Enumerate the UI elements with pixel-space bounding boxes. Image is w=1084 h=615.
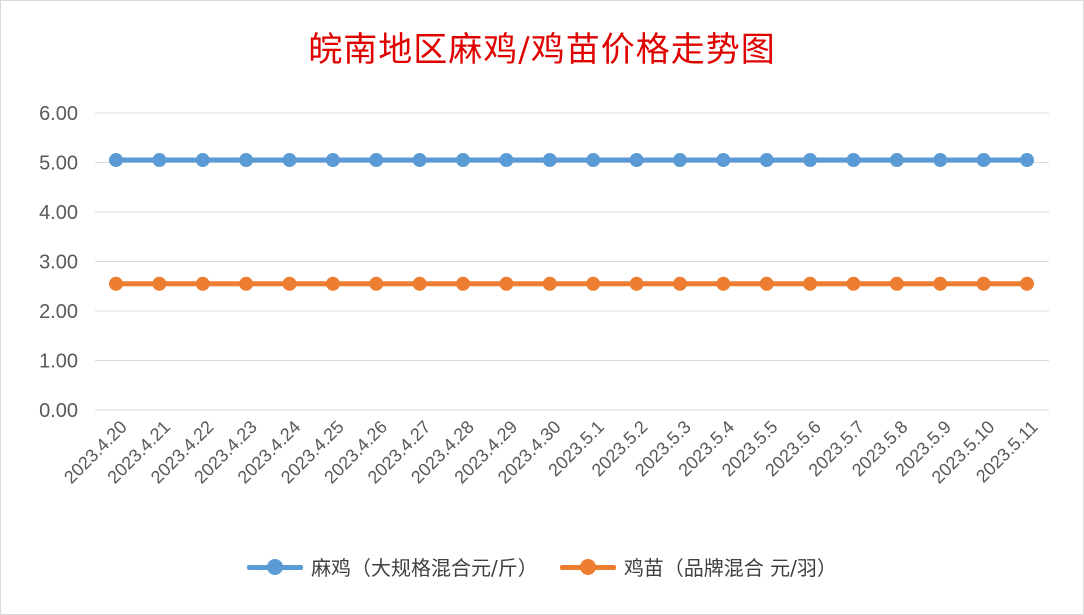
series-2-point-7: [412, 276, 427, 291]
y-tick-label-6: 6.00: [39, 103, 78, 125]
series-2-point-1: [152, 276, 167, 291]
series-2-point-18: [889, 276, 904, 291]
series-1-point-10: [542, 153, 557, 168]
series-1-point-9: [499, 153, 514, 168]
series-2-point-15: [759, 276, 774, 291]
series-2-point-19: [933, 276, 948, 291]
series-1-point-12: [629, 153, 644, 168]
legend-label-series-2: 鸡苗（品牌混合 元/羽）: [623, 556, 837, 580]
legend-marker-series-1: [247, 557, 304, 577]
series-1-point-2: [195, 153, 210, 168]
series-1-point-20: [976, 153, 991, 168]
series-1-point-3: [239, 153, 254, 168]
y-tick-label-3: 3.00: [39, 252, 78, 274]
series-1-point-8: [456, 153, 471, 168]
series-1-point-16: [803, 153, 818, 168]
series-1-point-1: [152, 153, 167, 168]
series-1-point-5: [325, 153, 340, 168]
y-tick-label-2: 2.00: [39, 301, 78, 323]
series-2-point-3: [239, 276, 254, 291]
series-1-point-18: [889, 153, 904, 168]
series-2-point-2: [195, 276, 210, 291]
series-2-point-4: [282, 276, 297, 291]
series-1-point-14: [716, 153, 731, 168]
series-2-point-8: [456, 276, 471, 291]
series-2-point-9: [499, 276, 514, 291]
series-2-point-6: [369, 276, 384, 291]
y-tick-label-4: 4.00: [39, 202, 78, 224]
series-1-point-4: [282, 153, 297, 168]
legend: 麻鸡（大规格混合元/斤） 鸡苗（品牌混合 元/羽）: [0, 552, 1084, 581]
y-tick-label-0: 0.00: [39, 400, 78, 422]
series-2-point-11: [586, 276, 601, 291]
series-1-point-7: [412, 153, 427, 168]
legend-label-series-1: 麻鸡（大规格混合元/斤）: [311, 556, 538, 580]
legend-item-series-1[interactable]: 麻鸡（大规格混合元/斤）: [247, 552, 538, 581]
series-1-point-13: [672, 153, 687, 168]
series-1-point-6: [369, 153, 384, 168]
series-1-point-11: [586, 153, 601, 168]
legend-item-series-2[interactable]: 鸡苗（品牌混合 元/羽）: [559, 552, 837, 581]
y-tick-label-5: 5.00: [39, 153, 78, 175]
legend-marker-series-2: [559, 557, 616, 577]
series-2-point-20: [976, 276, 991, 291]
series-1-point-21: [1020, 153, 1034, 168]
series-1-point-19: [933, 153, 948, 168]
series-1-point-17: [846, 153, 861, 168]
chart-title: 皖南地区麻鸡/鸡苗价格走势图: [308, 30, 776, 70]
series-2-point-12: [629, 276, 644, 291]
series-2-point-13: [672, 276, 687, 291]
series-1-point-0: [109, 153, 123, 168]
series-2-point-16: [803, 276, 818, 291]
series-2-point-5: [325, 276, 340, 291]
series-2-point-10: [542, 276, 557, 291]
series-2-point-0: [109, 276, 123, 291]
series-2-point-14: [716, 276, 731, 291]
y-tick-label-1: 1.00: [39, 351, 78, 373]
series-1-point-15: [759, 153, 774, 168]
series-2-point-21: [1020, 276, 1034, 291]
series-2-point-17: [846, 276, 861, 291]
